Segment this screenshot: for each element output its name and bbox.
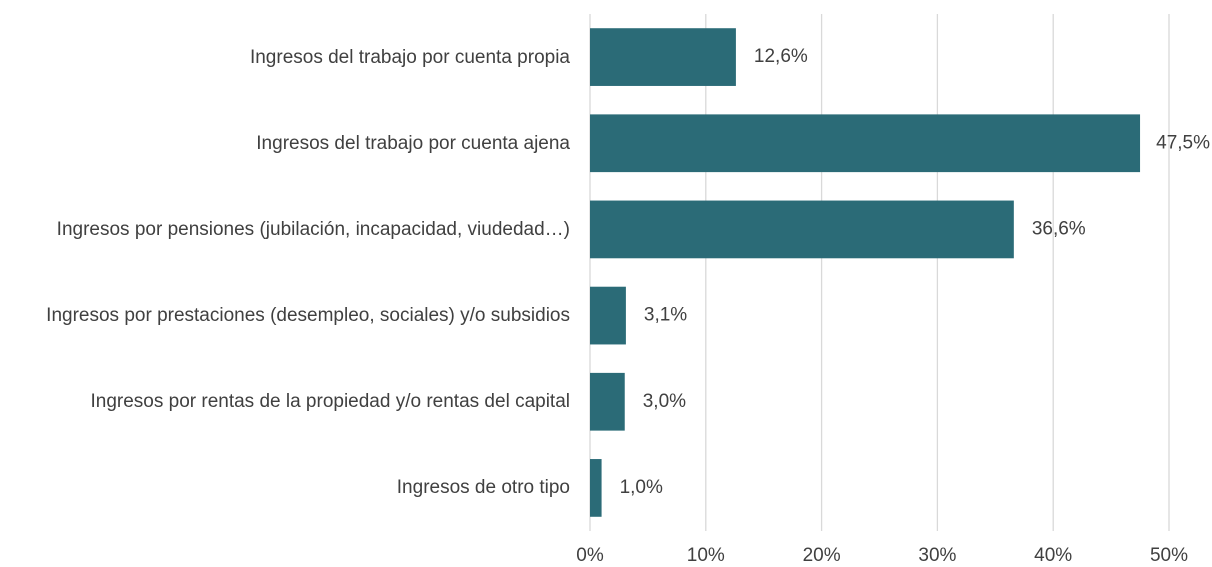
bar xyxy=(590,286,626,345)
category-label-box: Ingresos del trabajo por cuenta propia xyxy=(0,14,570,100)
bar xyxy=(590,114,1141,173)
bar xyxy=(590,28,736,86)
category-label-box: Ingresos por pensiones (jubilación, inca… xyxy=(0,186,570,272)
value-label: 36,6% xyxy=(1032,218,1086,239)
y-tick-label: Ingresos del trabajo por cuenta propia xyxy=(249,46,570,68)
category-label-box: Ingresos por prestaciones (desempleo, so… xyxy=(0,273,570,359)
x-tick-label: 40% xyxy=(1034,545,1072,566)
x-tick-label: 0% xyxy=(576,545,604,566)
value-label: 47,5% xyxy=(1156,132,1210,153)
value-label: 3,1% xyxy=(644,305,687,326)
category-label-box: Ingresos por rentas de la propiedad y/o … xyxy=(0,359,570,445)
value-label: 3,0% xyxy=(643,391,686,412)
y-tick-label: Ingresos por prestaciones (desempleo, so… xyxy=(46,305,570,327)
x-tick-label: 20% xyxy=(803,545,841,566)
x-tick-label: 50% xyxy=(1150,545,1188,566)
bar xyxy=(590,372,625,431)
bar xyxy=(590,200,1014,259)
bar xyxy=(590,459,602,517)
y-tick-label: Ingresos por rentas de la propiedad y/o … xyxy=(90,391,570,413)
x-tick-label: 30% xyxy=(918,545,956,566)
y-tick-label: Ingresos del trabajo por cuenta ajena xyxy=(256,132,570,154)
value-label: 12,6% xyxy=(754,46,808,67)
category-label-box: Ingresos de otro tipo xyxy=(0,445,570,531)
x-tick-label: 10% xyxy=(687,545,725,566)
y-tick-label: Ingresos por pensiones (jubilación, inca… xyxy=(56,218,570,240)
y-tick-label: Ingresos de otro tipo xyxy=(396,477,570,499)
value-label: 1,0% xyxy=(620,477,663,498)
category-label-box: Ingresos del trabajo por cuenta ajena xyxy=(0,100,570,186)
